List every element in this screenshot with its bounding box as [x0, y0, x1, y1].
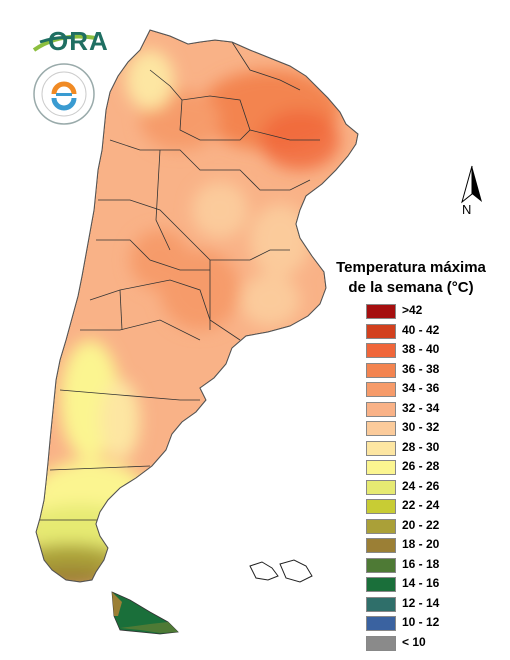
ora-logo-swoosh-icon	[32, 34, 97, 52]
legend-label: 36 - 38	[402, 361, 440, 376]
legend-label: >42	[402, 303, 423, 317]
legend-label: 16 - 18	[402, 556, 440, 571]
legend-swatch	[366, 616, 396, 631]
legend-label: 26 - 28	[402, 459, 440, 473]
legend-title-line2: de la semana (°C)	[348, 279, 474, 296]
legend-swatch	[366, 577, 396, 592]
legend-label: 32 - 34	[402, 400, 440, 415]
north-arrow-icon	[461, 165, 482, 204]
legend-swatch	[366, 401, 396, 417]
legend-swatch	[366, 479, 396, 495]
legend-label: 40 - 42	[402, 322, 440, 337]
north-label: N	[462, 202, 472, 217]
legend-swatch	[366, 538, 396, 553]
legend-swatch	[366, 557, 396, 573]
malvinas-islands	[249, 559, 313, 583]
legend-swatch	[366, 518, 396, 534]
legend-swatch	[366, 499, 396, 514]
ora-logo: ORA	[48, 26, 109, 56]
legend-swatch	[366, 635, 396, 651]
legend-swatch	[366, 460, 396, 475]
legend-swatch	[366, 382, 396, 397]
legend-label: 12 - 14	[402, 595, 440, 610]
legend-label: 34 - 36	[402, 381, 440, 395]
legend-swatch	[366, 440, 396, 456]
legend-label: 14 - 16	[402, 576, 440, 590]
legend-swatch	[366, 421, 396, 436]
legend-label: 20 - 22	[402, 517, 440, 532]
legend-label: 24 - 26	[402, 478, 440, 493]
legend-title-line1: Temperatura máxima	[336, 259, 486, 276]
legend-label: 10 - 12	[402, 615, 440, 629]
legend-label: 22 - 24	[402, 498, 440, 512]
legend-label: 30 - 32	[402, 420, 440, 434]
legend-label: 18 - 20	[402, 537, 440, 551]
smn-seal-icon	[33, 63, 95, 125]
legend-label: < 10	[402, 634, 426, 649]
legend-title: Temperatura máxima de la semana (°C)	[326, 258, 496, 298]
legend-swatch	[366, 304, 396, 319]
legend-label: 28 - 30	[402, 439, 440, 454]
legend-swatch	[366, 596, 396, 612]
legend-swatch	[366, 343, 396, 358]
legend-swatch	[366, 362, 396, 378]
legend-swatch	[366, 323, 396, 339]
legend-label: 38 - 40	[402, 342, 440, 356]
